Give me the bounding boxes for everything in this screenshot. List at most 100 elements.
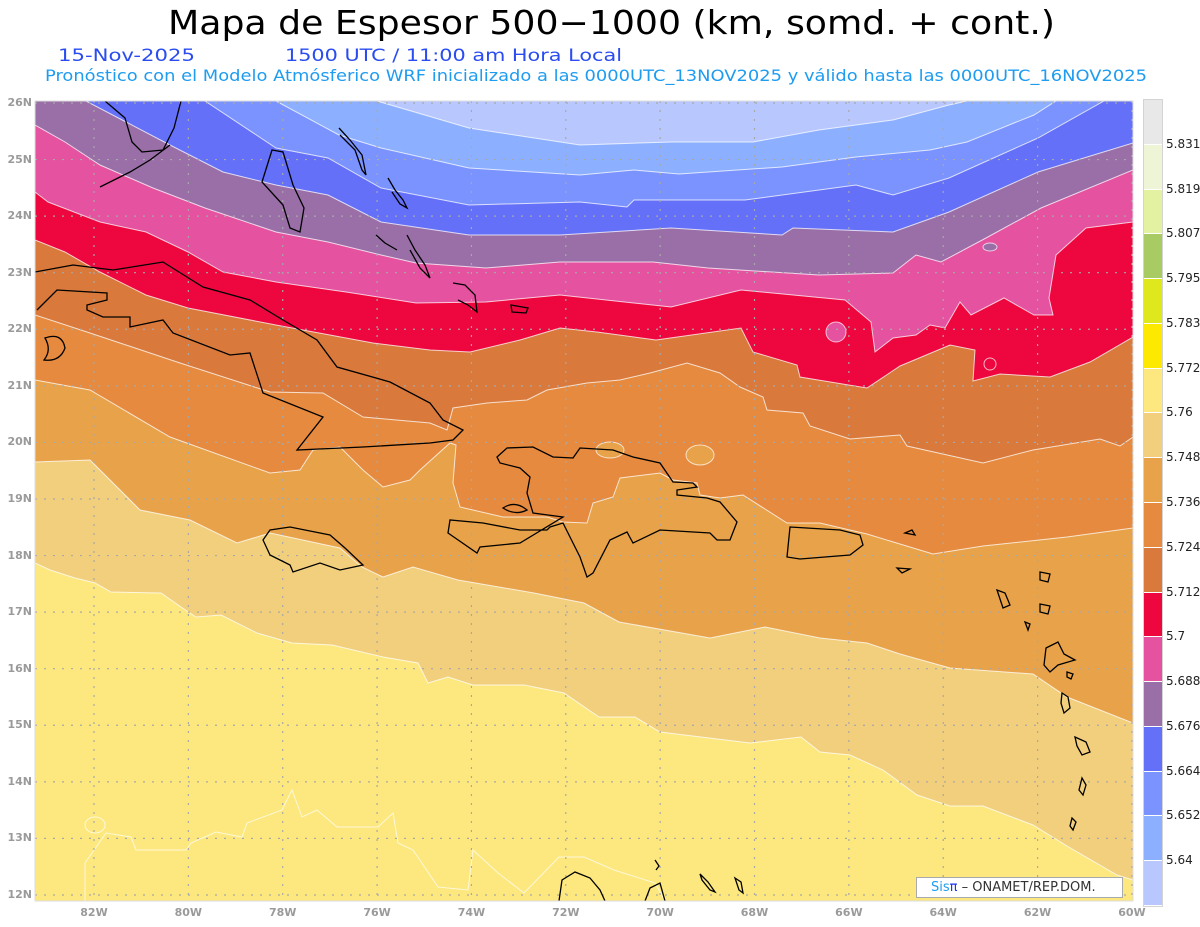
colorbar-label: 5.736 [1166, 495, 1200, 509]
longitude-label: 68W [740, 906, 769, 919]
colorbar-label: 5.772 [1166, 360, 1200, 375]
coastline-isle-of-youth [42, 335, 66, 361]
thickness-band [982, 242, 998, 252]
colorbar-swatch [1144, 279, 1162, 324]
longitude-label: 66W [835, 906, 863, 919]
colorbar-label: 5.664 [1166, 763, 1200, 778]
map-frame [34, 100, 1134, 902]
coastline-leeward [895, 529, 1091, 832]
thickness-map [35, 101, 1133, 901]
contour-lines [35, 101, 1133, 881]
coastline-south-america [558, 859, 744, 901]
latitude-label: 20N [7, 435, 32, 449]
contour-line [35, 459, 1133, 724]
logo-pi: π [949, 880, 958, 895]
thickness-band [983, 357, 997, 371]
longitude-label: 62W [1023, 906, 1052, 919]
colorbar-label: 5.807 [1166, 226, 1200, 241]
colorbar-label: 5.688 [1166, 674, 1200, 689]
colorbar-swatch [1144, 368, 1162, 414]
thickness-band [84, 816, 106, 834]
coastline-florida [104, 101, 182, 153]
colorbar-swatch [1144, 637, 1162, 683]
coastline-bahamas2 [375, 234, 398, 251]
longitude-label: 72W [552, 906, 580, 919]
colorbar-label: 5.676 [1166, 718, 1200, 733]
coastline-eleuthera [338, 127, 367, 176]
colorbar-label: 5.724 [1166, 539, 1200, 554]
latitude-label: 16N [7, 661, 32, 675]
colorbar-swatch [1144, 100, 1162, 145]
latitude-label: 22N [7, 322, 32, 336]
thickness-band [685, 444, 715, 466]
latitude-label: 13N [7, 831, 32, 845]
latitude-label: 23N [7, 265, 32, 279]
coastline-andros [261, 149, 305, 233]
contour-line [35, 239, 1133, 389]
colorbar-swatch [1144, 144, 1162, 190]
latitude-label: 26N [7, 96, 32, 109]
latitude-label: 24N [7, 209, 32, 223]
longitude-label: 64W [929, 906, 957, 919]
contour-line [35, 101, 1133, 236]
coastline-bahamas1 [387, 177, 409, 210]
colorbar-label: 5.831 [1166, 136, 1200, 151]
colorbar-label: 5.819 [1166, 181, 1200, 196]
coastline-keys [99, 144, 171, 188]
logo-text: – ONAMET/REP.DOM. [961, 880, 1096, 895]
thickness-bands [35, 101, 1133, 901]
colorbar-label: 5.712 [1166, 584, 1200, 599]
contour-line [35, 124, 1133, 276]
colorbar-swatch [1144, 816, 1162, 862]
contour-line [35, 191, 1133, 353]
colorbar-swatch [1144, 592, 1162, 638]
contour-line [35, 314, 1133, 464]
latitude-label: 14N [7, 774, 32, 788]
longitude-label: 70W [646, 906, 674, 919]
colorbar-label: 5.76 [1166, 405, 1193, 420]
latitude-label: 25N [7, 152, 32, 166]
forecast-time: 1500 UTC / 11:00 am Hora Local [285, 46, 622, 66]
thickness-band [84, 788, 666, 901]
colorbar-swatch [1144, 726, 1162, 772]
contour-line [35, 101, 1133, 208]
colorbar-label: 5.748 [1166, 450, 1200, 465]
colorbar-label: 5.64 [1166, 853, 1193, 868]
longitude-label: 80W [174, 906, 203, 919]
coastline-inagua [510, 304, 529, 314]
onamet-logo: Sisπ – ONAMET/REP.DOM. [916, 877, 1123, 898]
latitude-label: 18N [7, 548, 32, 562]
colorbar-swatch [1144, 547, 1162, 593]
contour-line [35, 101, 1133, 146]
thickness-band [825, 321, 847, 343]
colorbar-swatch [1144, 234, 1162, 280]
colorbar-swatch [1144, 503, 1162, 548]
colorbar-swatch [1144, 189, 1162, 235]
coastline-puerto-rico [786, 526, 864, 560]
colorbar-label: 5.7 [1166, 629, 1186, 644]
longitude-label: 60W [1118, 906, 1146, 919]
longitude-label: 78W [268, 906, 297, 919]
coastline-bahamas3 [406, 234, 431, 279]
coastline-jamaica [262, 526, 365, 573]
coastlines [35, 101, 1091, 901]
colorbar-swatch [1144, 323, 1162, 369]
latitude-label: 19N [7, 491, 32, 505]
colorbar-label: 5.795 [1166, 271, 1200, 286]
coastline-gonave [501, 503, 529, 514]
colorbar-swatch [1144, 771, 1162, 817]
colorbar-label: 5.652 [1166, 808, 1200, 823]
colorbar-swatch [1144, 682, 1162, 727]
longitude-label: 82W [80, 906, 108, 919]
latitude-label: 15N [7, 718, 32, 732]
coastline-cuba [35, 261, 465, 451]
colorbar-swatch [1144, 413, 1162, 459]
colorbar-swatch [1144, 458, 1162, 503]
coastline-bahamas4 [452, 282, 478, 314]
forecast-date: 15-Nov-2025 [58, 46, 195, 66]
longitude-label: 74W [457, 906, 486, 919]
longitude-label: 76W [363, 906, 391, 919]
logo-sis: Sis [931, 880, 950, 895]
latitude-label: 17N [7, 605, 32, 619]
lat-lon-grid [35, 101, 1133, 901]
